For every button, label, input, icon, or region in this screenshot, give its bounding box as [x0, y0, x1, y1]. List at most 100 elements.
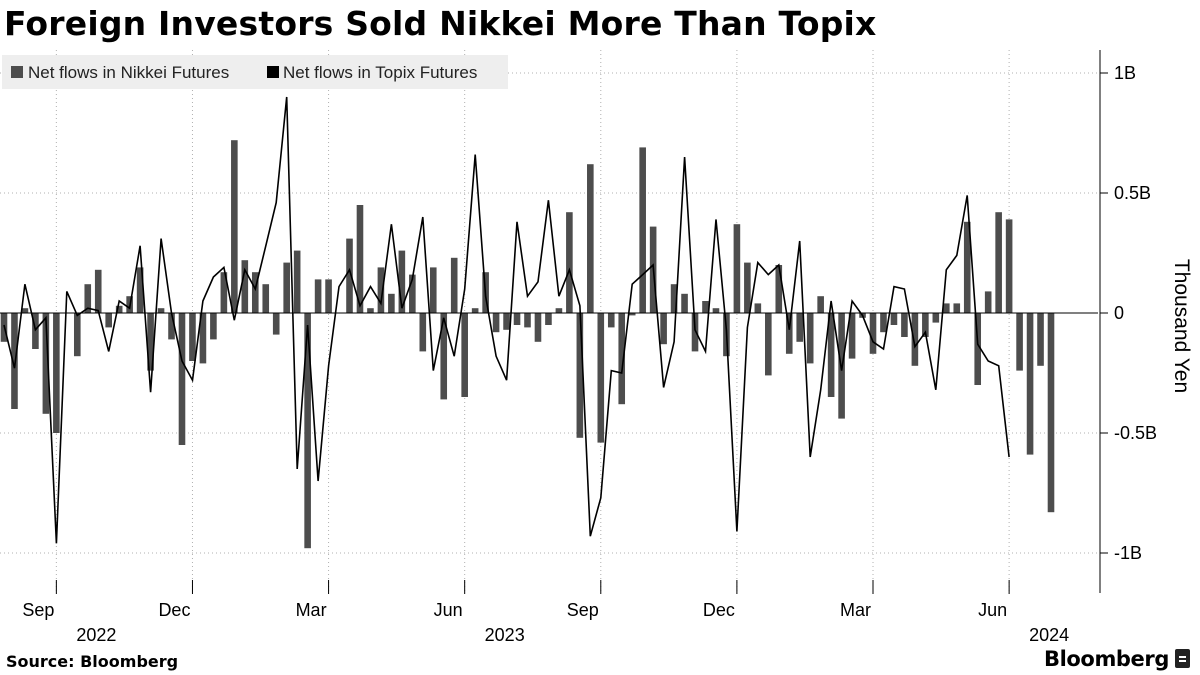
- bar-nikkei: [304, 313, 311, 549]
- bar-nikkei: [199, 313, 207, 364]
- bar-nikkei: [607, 313, 615, 328]
- bar-nikkei: [995, 212, 1002, 313]
- x-tick-label: Dec: [703, 600, 735, 620]
- bar-nikkei: [733, 224, 741, 313]
- source-note: Source: Bloomberg: [6, 652, 179, 671]
- bar-nikkei: [566, 212, 573, 313]
- bar-nikkei: [73, 313, 81, 357]
- bar-nikkei: [220, 272, 228, 313]
- x-tick-label: Sep: [567, 600, 599, 620]
- bar-nikkei: [377, 267, 385, 313]
- bar-nikkei: [388, 293, 395, 313]
- bar-nikkei: [178, 313, 186, 445]
- bar-nikkei: [932, 313, 940, 323]
- bar-nikkei: [545, 313, 552, 325]
- bar-nikkei: [890, 313, 898, 325]
- bar-nikkei: [1047, 313, 1055, 513]
- bar-nikkei: [210, 313, 217, 340]
- bar-nikkei: [42, 313, 50, 414]
- bar-nikkei: [702, 301, 709, 313]
- bar-nikkei: [429, 267, 437, 313]
- brand-logo: Bloomberg: [1044, 647, 1190, 671]
- legend-label-topix: Net flows in Topix Futures: [283, 63, 477, 82]
- x-tick-label: Mar: [840, 600, 871, 620]
- bar-nikkei: [963, 221, 971, 313]
- bar-nikkei: [105, 313, 112, 328]
- bar-nikkei: [189, 313, 196, 361]
- bar-nikkei: [1026, 313, 1034, 455]
- legend-swatch-topix: [267, 66, 279, 78]
- bar-nikkei: [1016, 313, 1023, 371]
- bar-nikkei: [251, 272, 259, 313]
- bar-nikkei: [94, 269, 102, 313]
- bar-nikkei: [136, 267, 144, 313]
- bar-nikkei: [1037, 313, 1044, 366]
- x-tick-label: Mar: [296, 600, 327, 620]
- bar-nikkei: [712, 308, 720, 313]
- legend-background: [2, 55, 508, 89]
- bar-nikkei: [293, 250, 301, 313]
- bar-nikkei: [785, 313, 793, 354]
- bar-nikkei: [503, 313, 510, 330]
- bar-nikkei: [597, 313, 605, 443]
- bar-nikkei: [53, 313, 60, 433]
- bar-nikkei: [272, 313, 280, 335]
- bar-nikkei: [440, 313, 448, 400]
- y-tick-label: 0.5B: [1114, 183, 1151, 203]
- bar-nikkei: [283, 262, 290, 313]
- bar-nikkei: [419, 313, 427, 352]
- bar-nikkei: [587, 164, 594, 313]
- bar-nikkei: [534, 313, 542, 342]
- bar-nikkei: [618, 313, 626, 405]
- bar-nikkei: [806, 313, 814, 364]
- bar-nikkei: [471, 308, 479, 313]
- bar-nikkei: [157, 308, 165, 313]
- legend: Net flows in Nikkei Futures Net flows in…: [2, 55, 508, 89]
- bar-nikkei: [901, 313, 908, 337]
- x-tick-label: Jun: [434, 600, 463, 620]
- bar-nikkei: [21, 308, 29, 313]
- legend-label-nikkei: Net flows in Nikkei Futures: [28, 63, 229, 82]
- bar-nikkei: [670, 284, 678, 313]
- x-year-label: 2022: [76, 625, 116, 645]
- bar-nikkei: [796, 313, 804, 342]
- bar-nikkei: [576, 313, 584, 438]
- bar-nikkei: [974, 313, 982, 385]
- y-tick-label: 1B: [1114, 63, 1136, 83]
- bar-nikkei: [848, 313, 856, 359]
- bloomberg-terminal-icon: [1175, 649, 1190, 668]
- bar-nikkei: [880, 313, 887, 333]
- bar-nikkei: [231, 140, 238, 313]
- bar-nikkei: [367, 308, 374, 313]
- bar-nikkei: [356, 205, 364, 313]
- bar-nikkei: [827, 313, 835, 397]
- bar-nikkei: [262, 284, 270, 313]
- bar-nikkei: [953, 303, 961, 313]
- grid-layer: [0, 50, 1098, 593]
- x-tick-label: Dec: [158, 600, 190, 620]
- bar-nikkei: [765, 313, 772, 376]
- bar-nikkei: [11, 313, 18, 409]
- bar-nikkei: [147, 313, 154, 371]
- bar-nikkei: [1005, 219, 1013, 313]
- legend-swatch-nikkei: [11, 66, 23, 78]
- bar-nikkei: [461, 313, 468, 397]
- bar-nikkei: [984, 291, 992, 313]
- bar-nikkei: [346, 238, 353, 313]
- bar-nikkei: [555, 308, 563, 313]
- axis-layer: 1B 0.5B 0 -0.5B -1B Sep 2022 Dec Mar Jun 2023 Sep De…: [0, 50, 1157, 645]
- x-tick-label: Jun: [978, 600, 1007, 620]
- x-tick-label: Sep: [22, 600, 54, 620]
- bar-nikkei: [115, 305, 123, 313]
- bar-nikkei: [943, 303, 950, 313]
- bar-nikkei: [241, 260, 249, 313]
- bar-nikkei: [513, 313, 521, 325]
- bar-nikkei: [660, 313, 667, 345]
- bar-nikkei: [168, 313, 175, 340]
- y-axis-title: Thousand Yen: [1170, 259, 1193, 393]
- bar-nikkei: [691, 313, 699, 352]
- brand-name: Bloomberg: [1043, 647, 1169, 671]
- bar-nikkei: [869, 313, 877, 354]
- bar-nikkei: [409, 274, 416, 313]
